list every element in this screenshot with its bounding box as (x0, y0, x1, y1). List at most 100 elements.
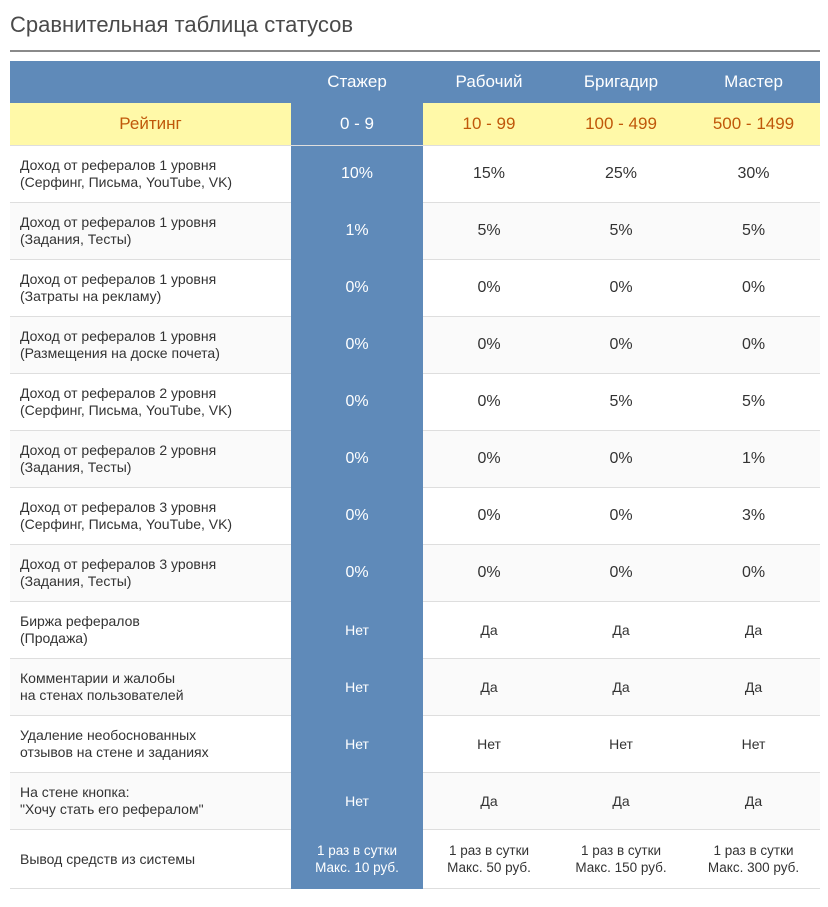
withdraw-row: Вывод средств из системы 1 раз в сутки Мак… (10, 829, 820, 889)
row-value: Да (423, 772, 555, 830)
row-value: 0% (291, 259, 423, 317)
row-value: Нет (291, 715, 423, 773)
table-row: Биржа рефералов (Продажа) Нет Да Да Да (10, 601, 820, 659)
row-label: Доход от рефералов 1 уровня (Затраты на р… (10, 259, 291, 317)
row-value: Нет (555, 715, 687, 773)
table-row: Доход от рефералов 1 уровня (Серфинг, Пис… (10, 145, 820, 203)
row-value: 0% (291, 373, 423, 431)
row-value: 0% (687, 316, 820, 374)
row-value: 0% (291, 487, 423, 545)
row-value: 0% (423, 259, 555, 317)
header-col-worker: Рабочий (423, 61, 555, 103)
row-value: 1% (291, 202, 423, 260)
row-label-line: Доход от рефералов 3 уровня (20, 556, 217, 572)
row-label: Доход от рефералов 1 уровня (Размещения н… (10, 316, 291, 374)
row-value: 0% (555, 259, 687, 317)
table-row: Доход от рефералов 1 уровня (Затраты на р… (10, 259, 820, 317)
rating-value: 500 - 1499 (687, 103, 820, 146)
rating-value: 10 - 99 (423, 103, 555, 146)
row-value: 0% (291, 544, 423, 602)
row-value: 10% (291, 145, 423, 203)
row-value: 0% (687, 544, 820, 602)
row-value: 30% (687, 145, 820, 203)
withdraw-value: 1 раз в сутки Макс. 50 руб. (423, 829, 555, 889)
table-row: Доход от рефералов 2 уровня (Серфинг, Пис… (10, 373, 820, 431)
row-value: 5% (423, 202, 555, 260)
status-comparison-table: Стажер Рабочий Бригадир Мастер Рейтинг 0… (10, 61, 820, 889)
row-label-line: (Серфинг, Письма, YouTube, VK) (20, 516, 233, 532)
withdraw-limit: Макс. 50 руб. (447, 860, 531, 875)
row-label: Комментарии и жалобы на стенах пользовате… (10, 658, 291, 716)
rating-value: 0 - 9 (291, 103, 423, 146)
row-label-line: (Затраты на рекламу) (20, 288, 162, 304)
table-row: Удаление необоснованных отзывов на стене … (10, 715, 820, 773)
row-label-line: Доход от рефералов 2 уровня (20, 442, 217, 458)
row-value: 0% (555, 544, 687, 602)
row-label-line: Удаление необоснованных (20, 727, 197, 743)
row-label: Биржа рефералов (Продажа) (10, 601, 291, 659)
row-label: Вывод средств из системы (10, 829, 291, 889)
row-label-line: "Хочу стать его рефералом" (20, 801, 204, 817)
withdraw-value: 1 раз в сутки Макс. 150 руб. (555, 829, 687, 889)
row-label-line: (Задания, Тесты) (20, 231, 132, 247)
row-label-line: (Серфинг, Письма, YouTube, VK) (20, 402, 233, 418)
header-col-master: Мастер (687, 61, 820, 103)
table-header-row: Стажер Рабочий Бригадир Мастер (10, 61, 820, 103)
row-value: Нет (687, 715, 820, 773)
row-value: 5% (687, 373, 820, 431)
row-value: 0% (423, 373, 555, 431)
row-label: Доход от рефералов 2 уровня (Серфинг, Пис… (10, 373, 291, 431)
row-value: Да (687, 601, 820, 659)
row-label-line: Доход от рефералов 1 уровня (20, 214, 217, 230)
table-row: Доход от рефералов 1 уровня (Задания, Тес… (10, 202, 820, 260)
row-value: 0% (423, 316, 555, 374)
row-label: Доход от рефералов 2 уровня (Задания, Тес… (10, 430, 291, 488)
row-value: 0% (423, 487, 555, 545)
row-value: Нет (291, 601, 423, 659)
row-value: Нет (291, 658, 423, 716)
row-value: Нет (291, 772, 423, 830)
title-divider (10, 50, 820, 52)
row-value: 5% (555, 202, 687, 260)
row-value: Да (423, 601, 555, 659)
row-value: 0% (555, 430, 687, 488)
row-label-line: Биржа рефералов (20, 613, 140, 629)
row-value: 5% (555, 373, 687, 431)
header-col-trainee: Стажер (291, 61, 423, 103)
header-empty-cell (10, 61, 291, 103)
row-label: Удаление необоснованных отзывов на стене … (10, 715, 291, 773)
row-label-line: На стене кнопка: (20, 784, 130, 800)
row-value: Да (687, 658, 820, 716)
withdraw-limit: Макс. 300 руб. (707, 860, 800, 875)
row-label-line: (Задания, Тесты) (20, 573, 132, 589)
page-title: Сравнительная таблица статусов (10, 12, 354, 37)
row-value: Да (687, 772, 820, 830)
table-row: Доход от рефералов 1 уровня (Размещения н… (10, 316, 820, 374)
row-value: Да (555, 658, 687, 716)
row-label-line: отзывов на стене и заданиях (20, 744, 209, 760)
withdraw-frequency: 1 раз в сутки (316, 843, 398, 858)
row-value: 0% (687, 259, 820, 317)
withdraw-frequency: 1 раз в сутки (580, 843, 662, 858)
rating-value: 100 - 499 (555, 103, 687, 146)
row-value: 0% (423, 544, 555, 602)
row-label-line: Доход от рефералов 1 уровня (20, 157, 217, 173)
rating-label: Рейтинг (10, 103, 291, 146)
withdraw-frequency: 1 раз в сутки (713, 843, 794, 858)
table-row: Доход от рефералов 2 уровня (Задания, Тес… (10, 430, 820, 488)
row-label-line: Доход от рефералов 3 уровня (20, 499, 217, 515)
row-value: 15% (423, 145, 555, 203)
row-label-line: (Задания, Тесты) (20, 459, 132, 475)
row-value: Да (423, 658, 555, 716)
row-label: Доход от рефералов 1 уровня (Задания, Тес… (10, 202, 291, 260)
row-label: Доход от рефералов 3 уровня (Задания, Тес… (10, 544, 291, 602)
row-value: 3% (687, 487, 820, 545)
row-value: 0% (423, 430, 555, 488)
row-value: 1% (687, 430, 820, 488)
row-value: Нет (423, 715, 555, 773)
header-col-foreman: Бригадир (555, 61, 687, 103)
withdraw-limit: Макс. 10 руб. (315, 860, 399, 875)
table-row: Доход от рефералов 3 уровня (Серфинг, Пис… (10, 487, 820, 545)
row-value: 5% (687, 202, 820, 260)
withdraw-value: 1 раз в сутки Макс. 300 руб. (687, 829, 820, 889)
